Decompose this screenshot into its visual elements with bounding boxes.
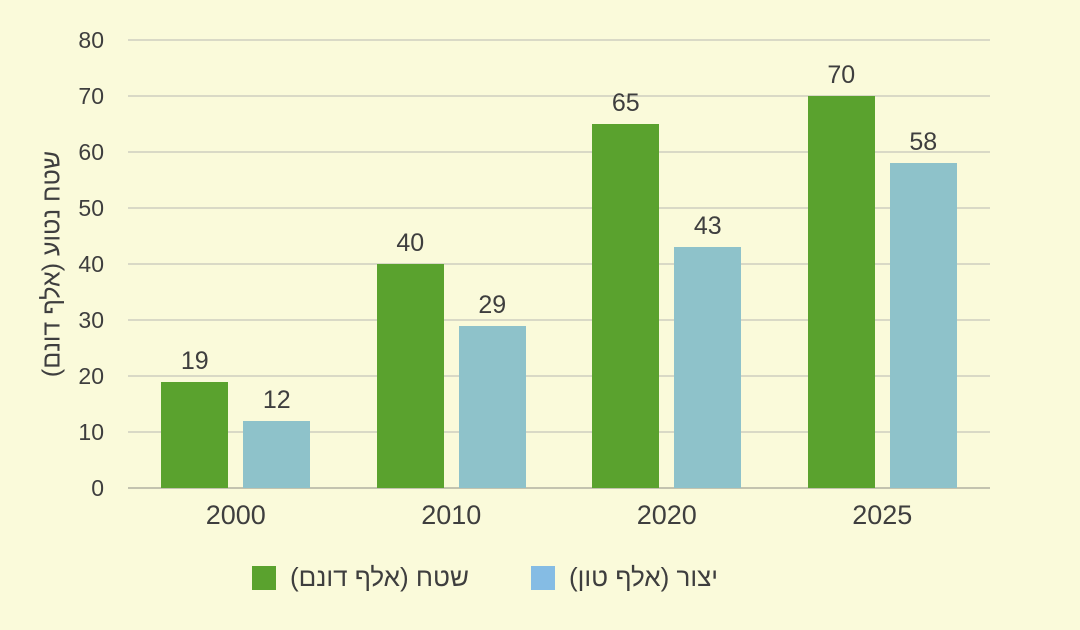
y-tick-label: 80: [78, 27, 104, 53]
bar-series1-2000: [243, 420, 311, 488]
bar-series0-2025: [807, 96, 875, 488]
gridline: [128, 95, 990, 97]
gridline: [128, 207, 990, 209]
gridline: [128, 263, 990, 265]
y-tick-label: 0: [91, 475, 104, 501]
bar-value-label: 43: [693, 212, 722, 241]
x-tick-label: 2025: [852, 500, 913, 530]
bar-series1-2025: [889, 163, 957, 488]
gridline: [128, 431, 990, 433]
bar-series1-2020: [674, 247, 742, 488]
gridline: [128, 151, 990, 153]
bar-series1-2010: [458, 325, 526, 488]
legend: שטח (אלף דונם) יצור (אלף טון): [0, 562, 1025, 593]
y-tick-label: 40: [78, 251, 104, 277]
legend-item-production: יצור (אלף טון): [530, 562, 719, 593]
legend-label-area: שטח (אלף דונם): [289, 562, 469, 592]
y-tick-label: 70: [78, 83, 104, 109]
legend-label-production: יצור (אלף טון): [568, 562, 719, 592]
bar-value-label: 29: [478, 290, 507, 319]
plot-area: 2000 19 12 2010 40 29 2020 65 43 2025 70 58: [128, 39, 990, 530]
bar-series0-2010: [376, 264, 444, 488]
bar-value-label: 12: [262, 385, 291, 414]
x-tick-label: 2000: [205, 500, 266, 530]
gridline: [128, 375, 990, 377]
legend-marker-area-icon: [251, 565, 276, 590]
gridline: [128, 319, 990, 321]
bar-value-label: 40: [396, 229, 425, 257]
gridline: [128, 39, 990, 41]
bar-series0-2000: [161, 381, 229, 488]
bar-series0-2020: [592, 124, 660, 488]
y-tick-label: 20: [78, 363, 104, 389]
y-tick-label: 50: [78, 195, 104, 221]
legend-marker-production-icon: [530, 565, 555, 590]
y-tick-label: 10: [78, 419, 104, 445]
x-tick-label: 2020: [636, 500, 697, 530]
y-tick-label: 60: [78, 139, 104, 165]
bar-value-label: 65: [611, 89, 640, 117]
bar-value-label: 58: [909, 128, 938, 157]
bar-value-label: 70: [827, 61, 856, 89]
legend-item-area: שטח (אלף דונם): [251, 562, 469, 593]
x-axis-line: [128, 487, 990, 489]
y-tick-label: 30: [78, 307, 104, 333]
bar-value-label: 19: [180, 346, 209, 375]
x-tick-label: 2010: [421, 500, 482, 530]
